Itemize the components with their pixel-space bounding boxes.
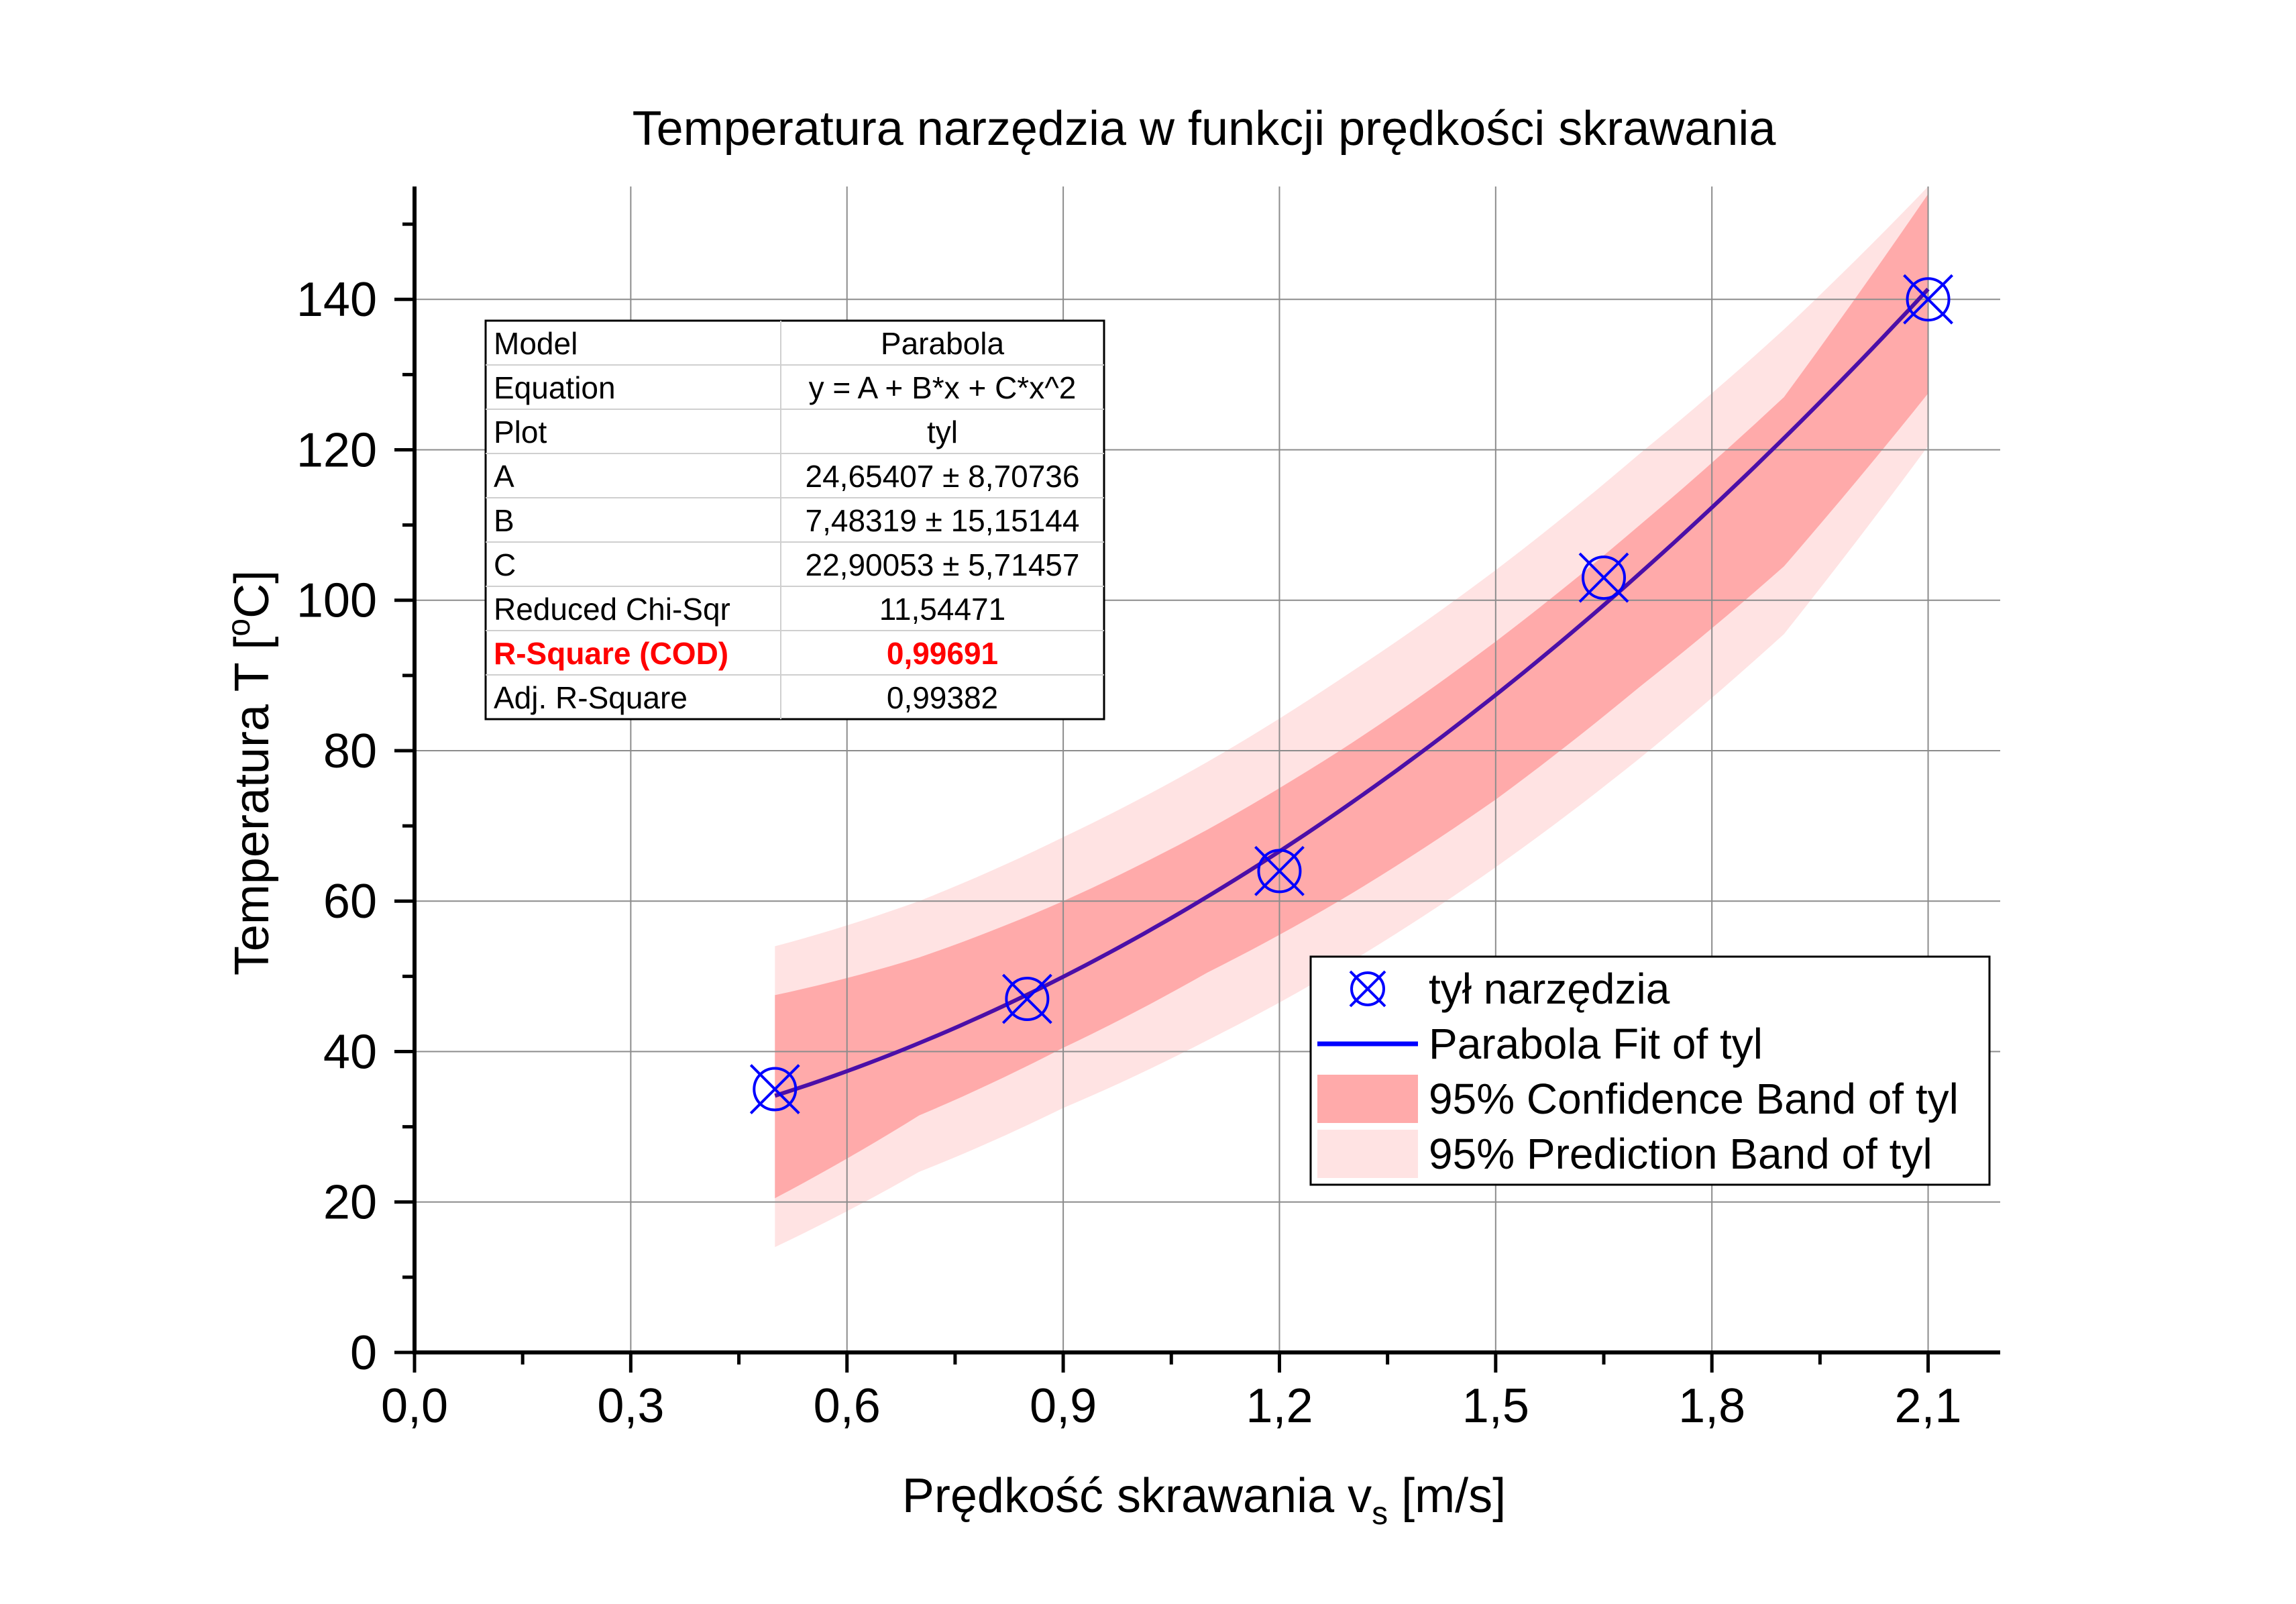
fit-table-value: Parabola: [881, 326, 1005, 361]
legend-entry-label: tył narzędzia: [1429, 965, 1670, 1013]
fit-table-label: B: [494, 503, 514, 538]
y-tick-label: 100: [296, 574, 377, 628]
fit-table: Model Parabola Equation y = A + B*x + C*x^2…: [484, 319, 1105, 720]
fit-table-label: R-Square (COD): [494, 636, 728, 671]
legend-marker-cross: [1349, 970, 1386, 1008]
legend: tył narzędzia Parabola Fit of tyl 95% Conf…: [1309, 955, 1991, 1186]
data-point: [1578, 552, 1629, 603]
markers: [749, 274, 1953, 1114]
legend-entry-label: 95% Prediction Band of tyl: [1429, 1130, 1932, 1178]
y-tick-label: 120: [296, 423, 377, 477]
data-point: [749, 1064, 800, 1114]
fit-table-label: Equation: [494, 370, 616, 405]
x-tick-label: 0,3: [597, 1379, 664, 1433]
x-tick-label: 2,1: [1894, 1379, 1961, 1433]
y-tick-label: 0: [350, 1326, 377, 1380]
y-tick-label: 60: [323, 875, 377, 928]
data-point: [1903, 274, 1953, 325]
data-point-cross: [1254, 845, 1305, 896]
data-point-cross: [749, 1064, 800, 1114]
y-axis-label-main: Temperatura T [: [225, 637, 279, 976]
x-tick-label: 0,9: [1030, 1379, 1097, 1433]
y-axis-label: Temperatura T [oC]: [221, 570, 279, 975]
data-point-cross: [1903, 274, 1953, 325]
fit-table-label: Reduced Chi-Sqr: [494, 592, 730, 627]
legend-marker-symbol: [1350, 971, 1385, 1006]
data-point: [1001, 973, 1052, 1024]
data-point-circle: [1906, 277, 1951, 322]
fit-table-value: 22,90053 ± 5,71457: [806, 547, 1080, 582]
data-point-circle: [1257, 849, 1302, 894]
y-tick-label: 80: [323, 725, 377, 778]
x-tick-labels: 0,0 0,3 0,6 0,9 1,2 1,5 1,8 2,1: [381, 1379, 1962, 1433]
data-point-circle: [1582, 555, 1626, 600]
legend-prediction-swatch: [1317, 1130, 1418, 1178]
fit-table-value: tyl: [927, 415, 958, 449]
y-axis-label-superscript: o: [221, 619, 257, 637]
x-axis-label-subscript: s: [1372, 1496, 1388, 1532]
data-point-cross: [1578, 552, 1629, 603]
fit-table-value: 7,48319 ± 15,15144: [806, 503, 1080, 538]
data-point-circle: [753, 1067, 798, 1112]
legend-entry-label: 95% Confidence Band of tyl: [1429, 1075, 1959, 1123]
x-tick-label: 1,2: [1246, 1379, 1313, 1433]
fit-table-label: Plot: [494, 415, 547, 449]
fit-table-value: 24,65407 ± 8,70736: [806, 459, 1080, 494]
y-tick-labels: 0 20 40 60 80 100 120 140: [296, 273, 377, 1380]
fit-table-label: Adj. R-Square: [494, 680, 688, 715]
data-point-circle: [1005, 976, 1050, 1021]
fit-table-value: y = A + B*x + C*x^2: [809, 370, 1077, 405]
data-point-cross: [1001, 973, 1052, 1024]
fit-table-value: 0,99691: [887, 636, 998, 671]
x-axis-label-main: Prędkość skrawania v: [902, 1469, 1372, 1523]
y-tick-label: 140: [296, 273, 377, 327]
fit-curve: [774, 287, 1930, 1098]
axes: [394, 186, 2000, 1373]
fit-table-label: C: [494, 547, 516, 582]
fit-curve-group: [774, 287, 1930, 1098]
fit-table-label: Model: [494, 326, 578, 361]
x-tick-label: 1,8: [1678, 1379, 1745, 1433]
legend-box: [1309, 955, 1991, 1186]
fit-table-value: 11,54471: [879, 592, 1005, 627]
x-axis-label: Prędkość skrawania vs [m/s]: [902, 1469, 1506, 1532]
fit-table-border: [484, 319, 1105, 720]
y-tick-label: 20: [323, 1176, 377, 1230]
y-axis-label-unit: C]: [225, 570, 279, 619]
chart-title: Temperatura narzędzia w funkcji prędkośc…: [633, 102, 1777, 156]
x-axis-label-unit: [m/s]: [1388, 1469, 1506, 1523]
fit-table-label: A: [494, 459, 514, 494]
x-tick-label: 0,0: [381, 1379, 448, 1433]
x-tick-label: 1,5: [1462, 1379, 1529, 1433]
legend-entry-label: Parabola Fit of tyl: [1429, 1020, 1763, 1068]
fit-table-value: 0,99382: [887, 680, 998, 715]
legend-confidence-swatch: [1317, 1075, 1418, 1123]
x-tick-label: 0,6: [814, 1379, 881, 1433]
y-tick-label: 40: [323, 1025, 377, 1079]
data-point: [1254, 845, 1305, 896]
